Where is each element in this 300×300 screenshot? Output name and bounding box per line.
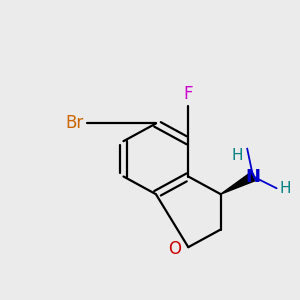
Text: Br: Br <box>65 115 84 133</box>
Text: H: H <box>231 148 243 164</box>
Text: O: O <box>169 240 182 258</box>
Polygon shape <box>221 172 255 194</box>
Text: H: H <box>280 181 291 196</box>
Text: F: F <box>184 85 193 103</box>
Text: N: N <box>246 167 261 185</box>
